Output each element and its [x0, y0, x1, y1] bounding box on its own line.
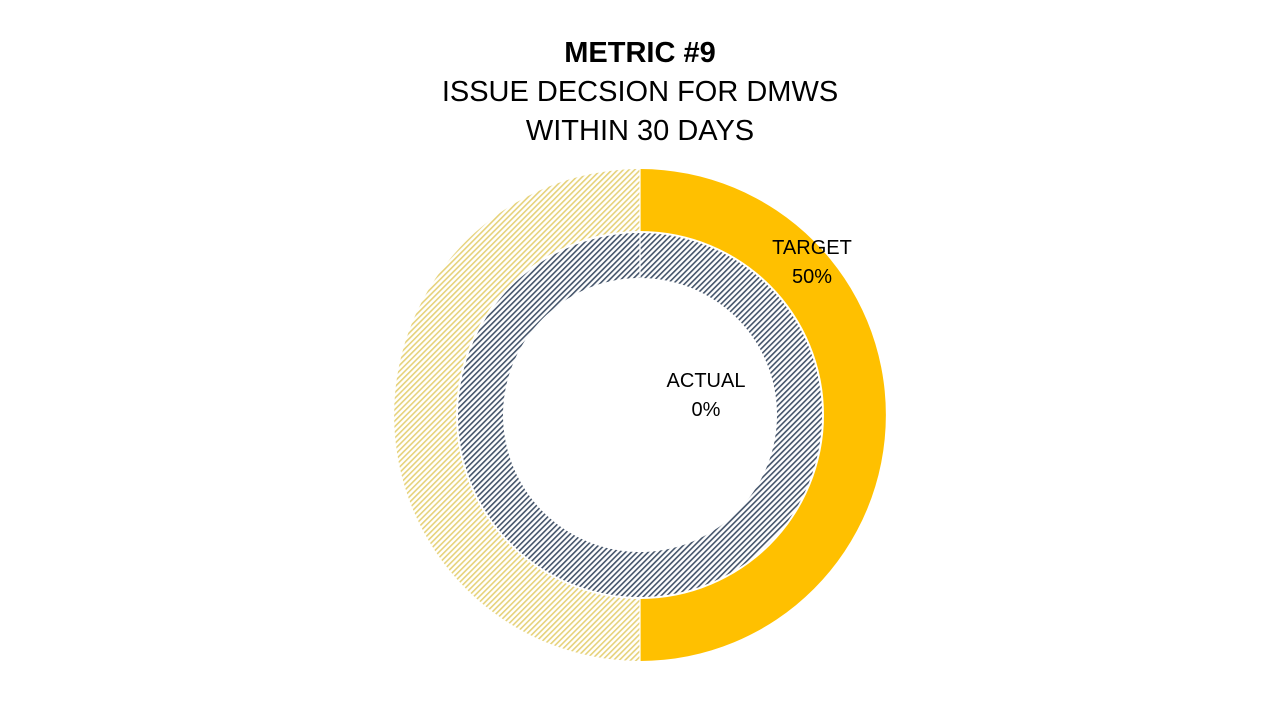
target-label-name: TARGET — [772, 237, 852, 259]
actual-label-value: 0% — [691, 399, 721, 421]
target-label-value: 50% — [791, 266, 833, 288]
target-data-label: TARGET 50% — [752, 234, 872, 292]
chart-title-line1: METRIC #9 — [564, 37, 716, 69]
target-remainder-segment — [394, 169, 640, 661]
target-segment — [640, 169, 886, 661]
actual-data-label: ACTUAL 0% — [646, 367, 766, 425]
chart-title-line2: ISSUE DECSION FOR DMWS — [441, 76, 839, 108]
chart-title: METRIC #9 ISSUE DECSION FOR DMWS WITHIN … — [0, 34, 1280, 151]
actual-label-name: ACTUAL — [666, 370, 746, 392]
chart-title-line3: WITHIN 30 DAYS — [525, 115, 755, 147]
